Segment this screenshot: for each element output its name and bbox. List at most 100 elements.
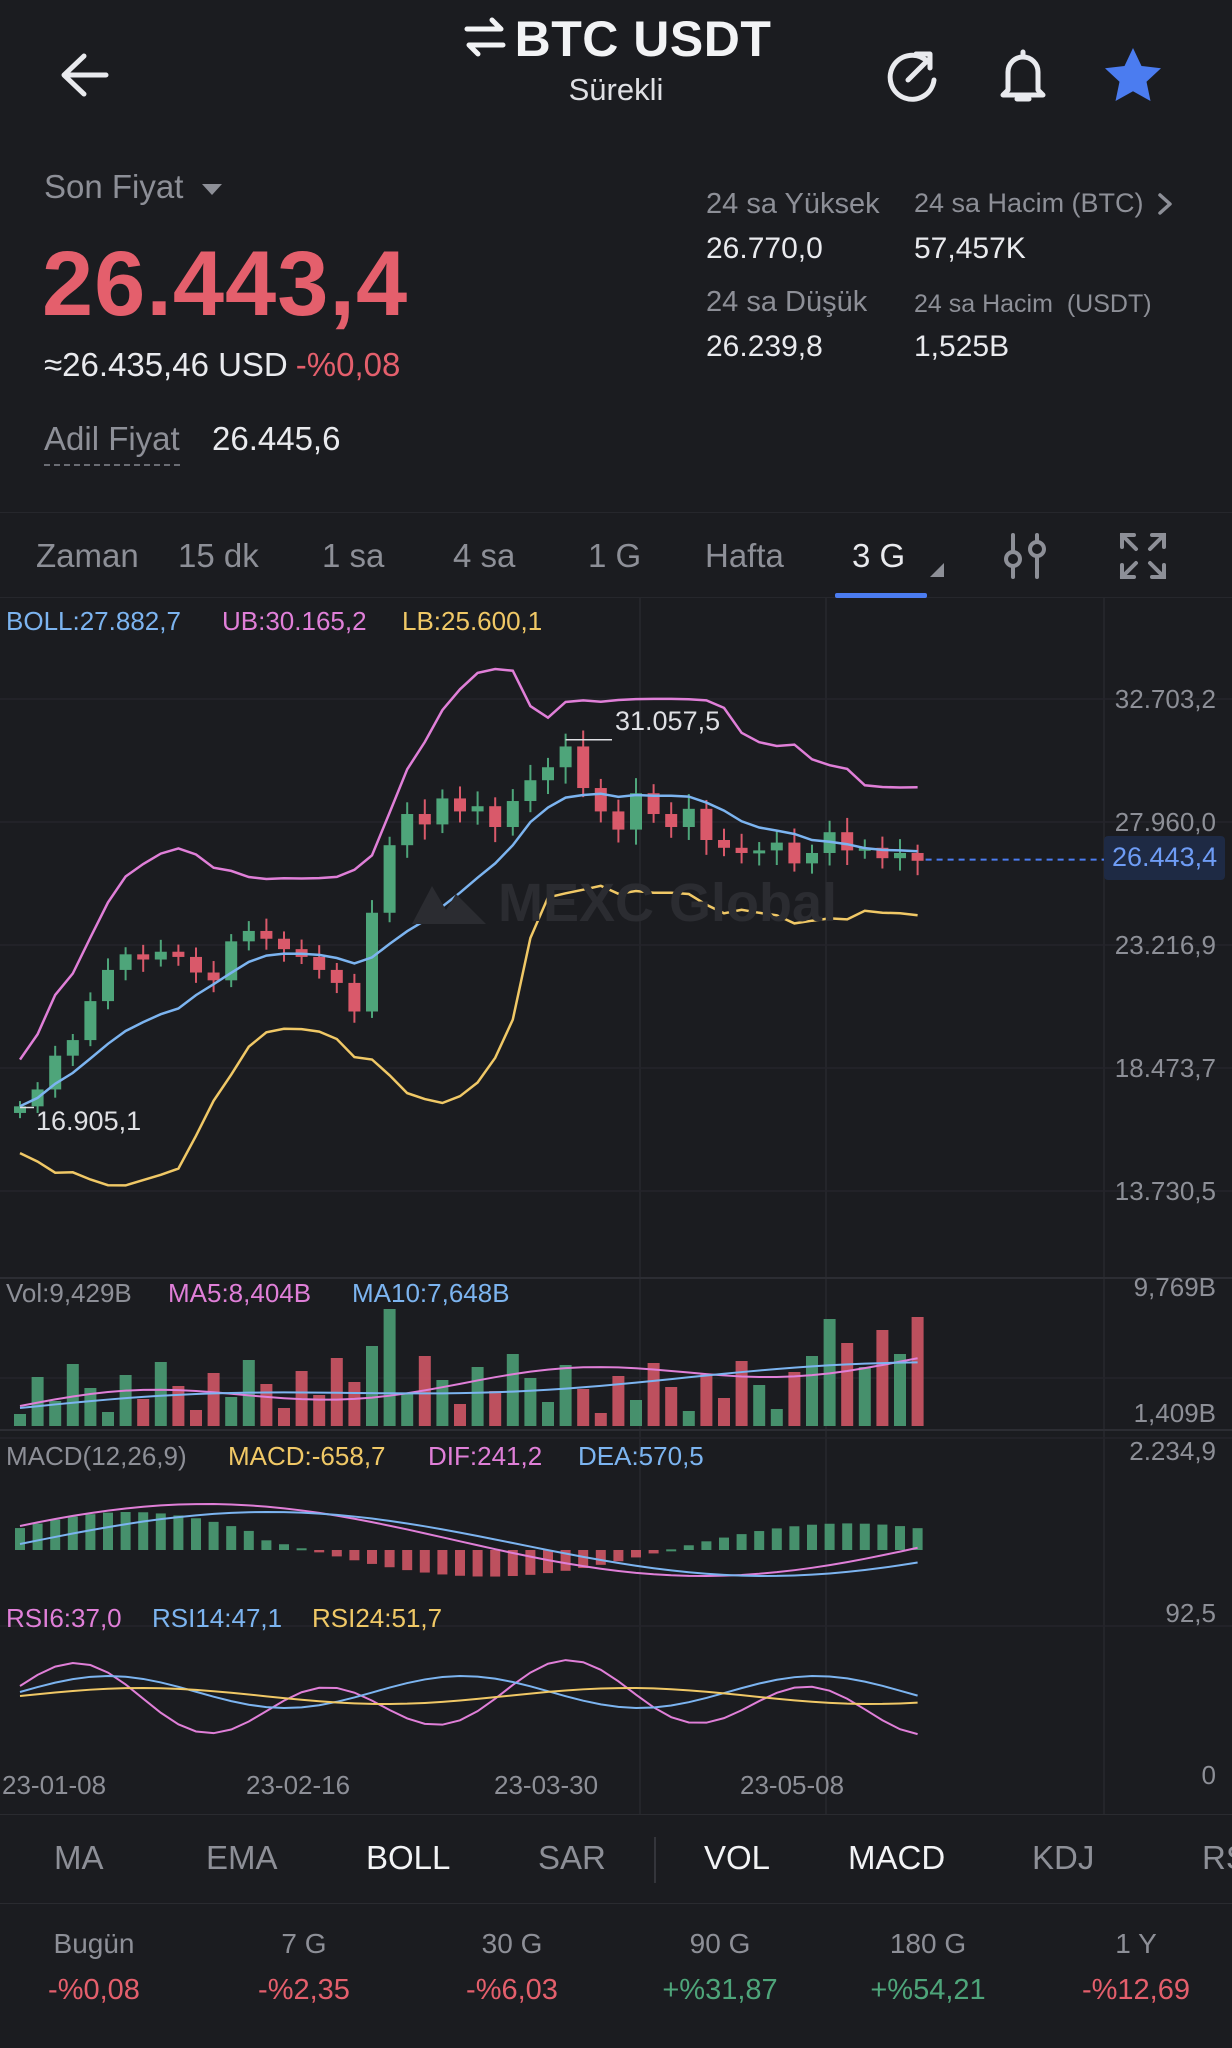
indicator-vol[interactable]: VOL	[704, 1839, 771, 1876]
fair-price-label[interactable]: Adil Fiyat	[44, 420, 180, 466]
candle-body	[841, 832, 854, 851]
macd-histogram-bar	[771, 1528, 782, 1550]
volume-bar	[770, 1409, 783, 1426]
macd-histogram-bar	[648, 1550, 659, 1554]
volume-bar	[841, 1343, 854, 1426]
candle-body	[260, 930, 273, 939]
perf-90d: 90 G +%31,87	[630, 1928, 810, 2007]
candle-body	[630, 793, 642, 830]
volume-bar	[911, 1317, 924, 1426]
volume-bar	[876, 1330, 889, 1426]
back-arrow-icon[interactable]	[50, 40, 120, 110]
low-value: 26.239,8	[706, 330, 823, 363]
low-marker-label: 16.905,1	[36, 1106, 142, 1136]
date-label: 23-03-30	[494, 1770, 599, 1800]
indicator-rsi[interactable]: RS	[1202, 1839, 1232, 1876]
star-icon[interactable]	[1098, 40, 1168, 110]
volume-bar	[137, 1399, 150, 1426]
indicator-kdj[interactable]: KDJ	[1032, 1839, 1095, 1876]
high-label: 24 sa Yüksek	[706, 188, 880, 220]
date-label: 23-01-08	[2, 1770, 107, 1800]
tab-3d[interactable]: 3 G	[852, 537, 906, 574]
volume-bar	[84, 1388, 97, 1426]
volume-btc-label: 24 sa Hacim (BTC)	[914, 188, 1144, 218]
volume-bar	[207, 1373, 220, 1426]
fullscreen-icon[interactable]	[1118, 531, 1168, 581]
volume-bar	[31, 1377, 44, 1426]
candle-body	[700, 808, 713, 840]
indicator-boll[interactable]: BOLL	[366, 1839, 451, 1876]
volume-bar	[14, 1414, 26, 1426]
macd-histogram-bar	[807, 1524, 817, 1550]
macd-histogram-bar	[507, 1550, 518, 1577]
macd-histogram-bar	[736, 1534, 747, 1550]
volume-bar	[454, 1404, 466, 1426]
price-change: -%0,08	[295, 346, 401, 383]
macd-histogram-bar	[367, 1550, 377, 1564]
tab-4h[interactable]: 4 sa	[453, 537, 516, 574]
more-timeframes-icon[interactable]	[928, 561, 946, 579]
rsi24-value: RSI24:51,7	[312, 1603, 443, 1633]
perf-value: -%0,08	[48, 1974, 140, 2006]
volume-bar	[577, 1389, 590, 1426]
volume-btc-link[interactable]: 24 sa Hacim (BTC)	[914, 188, 1176, 219]
macd-histogram-bar	[543, 1550, 553, 1574]
macd-histogram-bar	[455, 1550, 465, 1576]
macd-histogram-bar	[824, 1523, 835, 1550]
boll-upper-band	[18, 667, 918, 1061]
date-label: 23-02-16	[246, 1770, 351, 1800]
high-marker-label: 31.057,5	[615, 706, 721, 736]
dif-line	[19, 1503, 918, 1577]
candle-body	[753, 850, 766, 854]
indicator-settings-icon[interactable]	[998, 529, 1052, 583]
indicator-macd[interactable]: MACD	[848, 1839, 946, 1876]
indicator-ma[interactable]: MA	[54, 1839, 104, 1876]
macd-histogram-bar	[437, 1550, 448, 1575]
indicator-divider	[654, 1837, 656, 1883]
refresh-icon[interactable]	[878, 40, 948, 110]
price-chart[interactable]	[0, 598, 1232, 1814]
dea-line	[19, 1511, 918, 1577]
perf-value: +%31,87	[662, 1974, 778, 2006]
macd-histogram-bar	[173, 1515, 184, 1550]
macd-histogram-bar	[701, 1541, 712, 1550]
last-price: 26.443,4	[42, 233, 409, 335]
rsi6-value: RSI6:37,0	[6, 1603, 122, 1633]
volume-bar	[49, 1401, 62, 1426]
tab-week[interactable]: Hafta	[705, 537, 784, 574]
candle-body	[154, 951, 167, 960]
swap-icon[interactable]	[461, 15, 509, 64]
tab-15m[interactable]: 15 dk	[178, 537, 259, 574]
bell-icon[interactable]	[988, 40, 1058, 110]
candle-body	[647, 793, 660, 815]
perf-180d: 180 G +%54,21	[838, 1928, 1018, 2007]
candle-body	[436, 798, 449, 825]
macd-histogram-bar	[719, 1537, 729, 1550]
candle-body	[770, 842, 783, 851]
macd-title: MACD(12,26,9)	[6, 1441, 187, 1471]
vol-ma10-line	[19, 1361, 918, 1409]
candle-body	[66, 1040, 79, 1056]
indicator-ema[interactable]: EMA	[206, 1839, 278, 1876]
candle-body	[366, 912, 378, 1012]
header: BTC USDT Sürekli	[0, 0, 1232, 150]
indicator-sar[interactable]: SAR	[538, 1839, 606, 1876]
candle-body	[542, 767, 554, 781]
tab-1d[interactable]: 1 G	[588, 537, 642, 574]
last-price-selector[interactable]: Son Fiyat	[44, 168, 225, 206]
pair-title-block[interactable]: BTC USDT Sürekli	[366, 10, 866, 108]
candle-body	[788, 842, 801, 864]
mexc-logo-icon	[412, 886, 486, 924]
tab-time[interactable]: Zaman	[36, 537, 139, 574]
active-tab-indicator	[835, 593, 927, 598]
macd-histogram-bar	[402, 1550, 413, 1571]
volume-bar	[858, 1367, 871, 1426]
perf-value: +%54,21	[870, 1974, 986, 2006]
macd-histogram-bar	[103, 1512, 113, 1550]
rsi14-value: RSI14:47,1	[152, 1603, 283, 1633]
macd-histogram-bar	[419, 1550, 430, 1573]
caret-down-icon	[201, 184, 222, 196]
price-axis-label: 23.216,9	[1114, 930, 1216, 960]
candle-body	[84, 1001, 97, 1041]
tab-1h[interactable]: 1 sa	[322, 537, 385, 574]
